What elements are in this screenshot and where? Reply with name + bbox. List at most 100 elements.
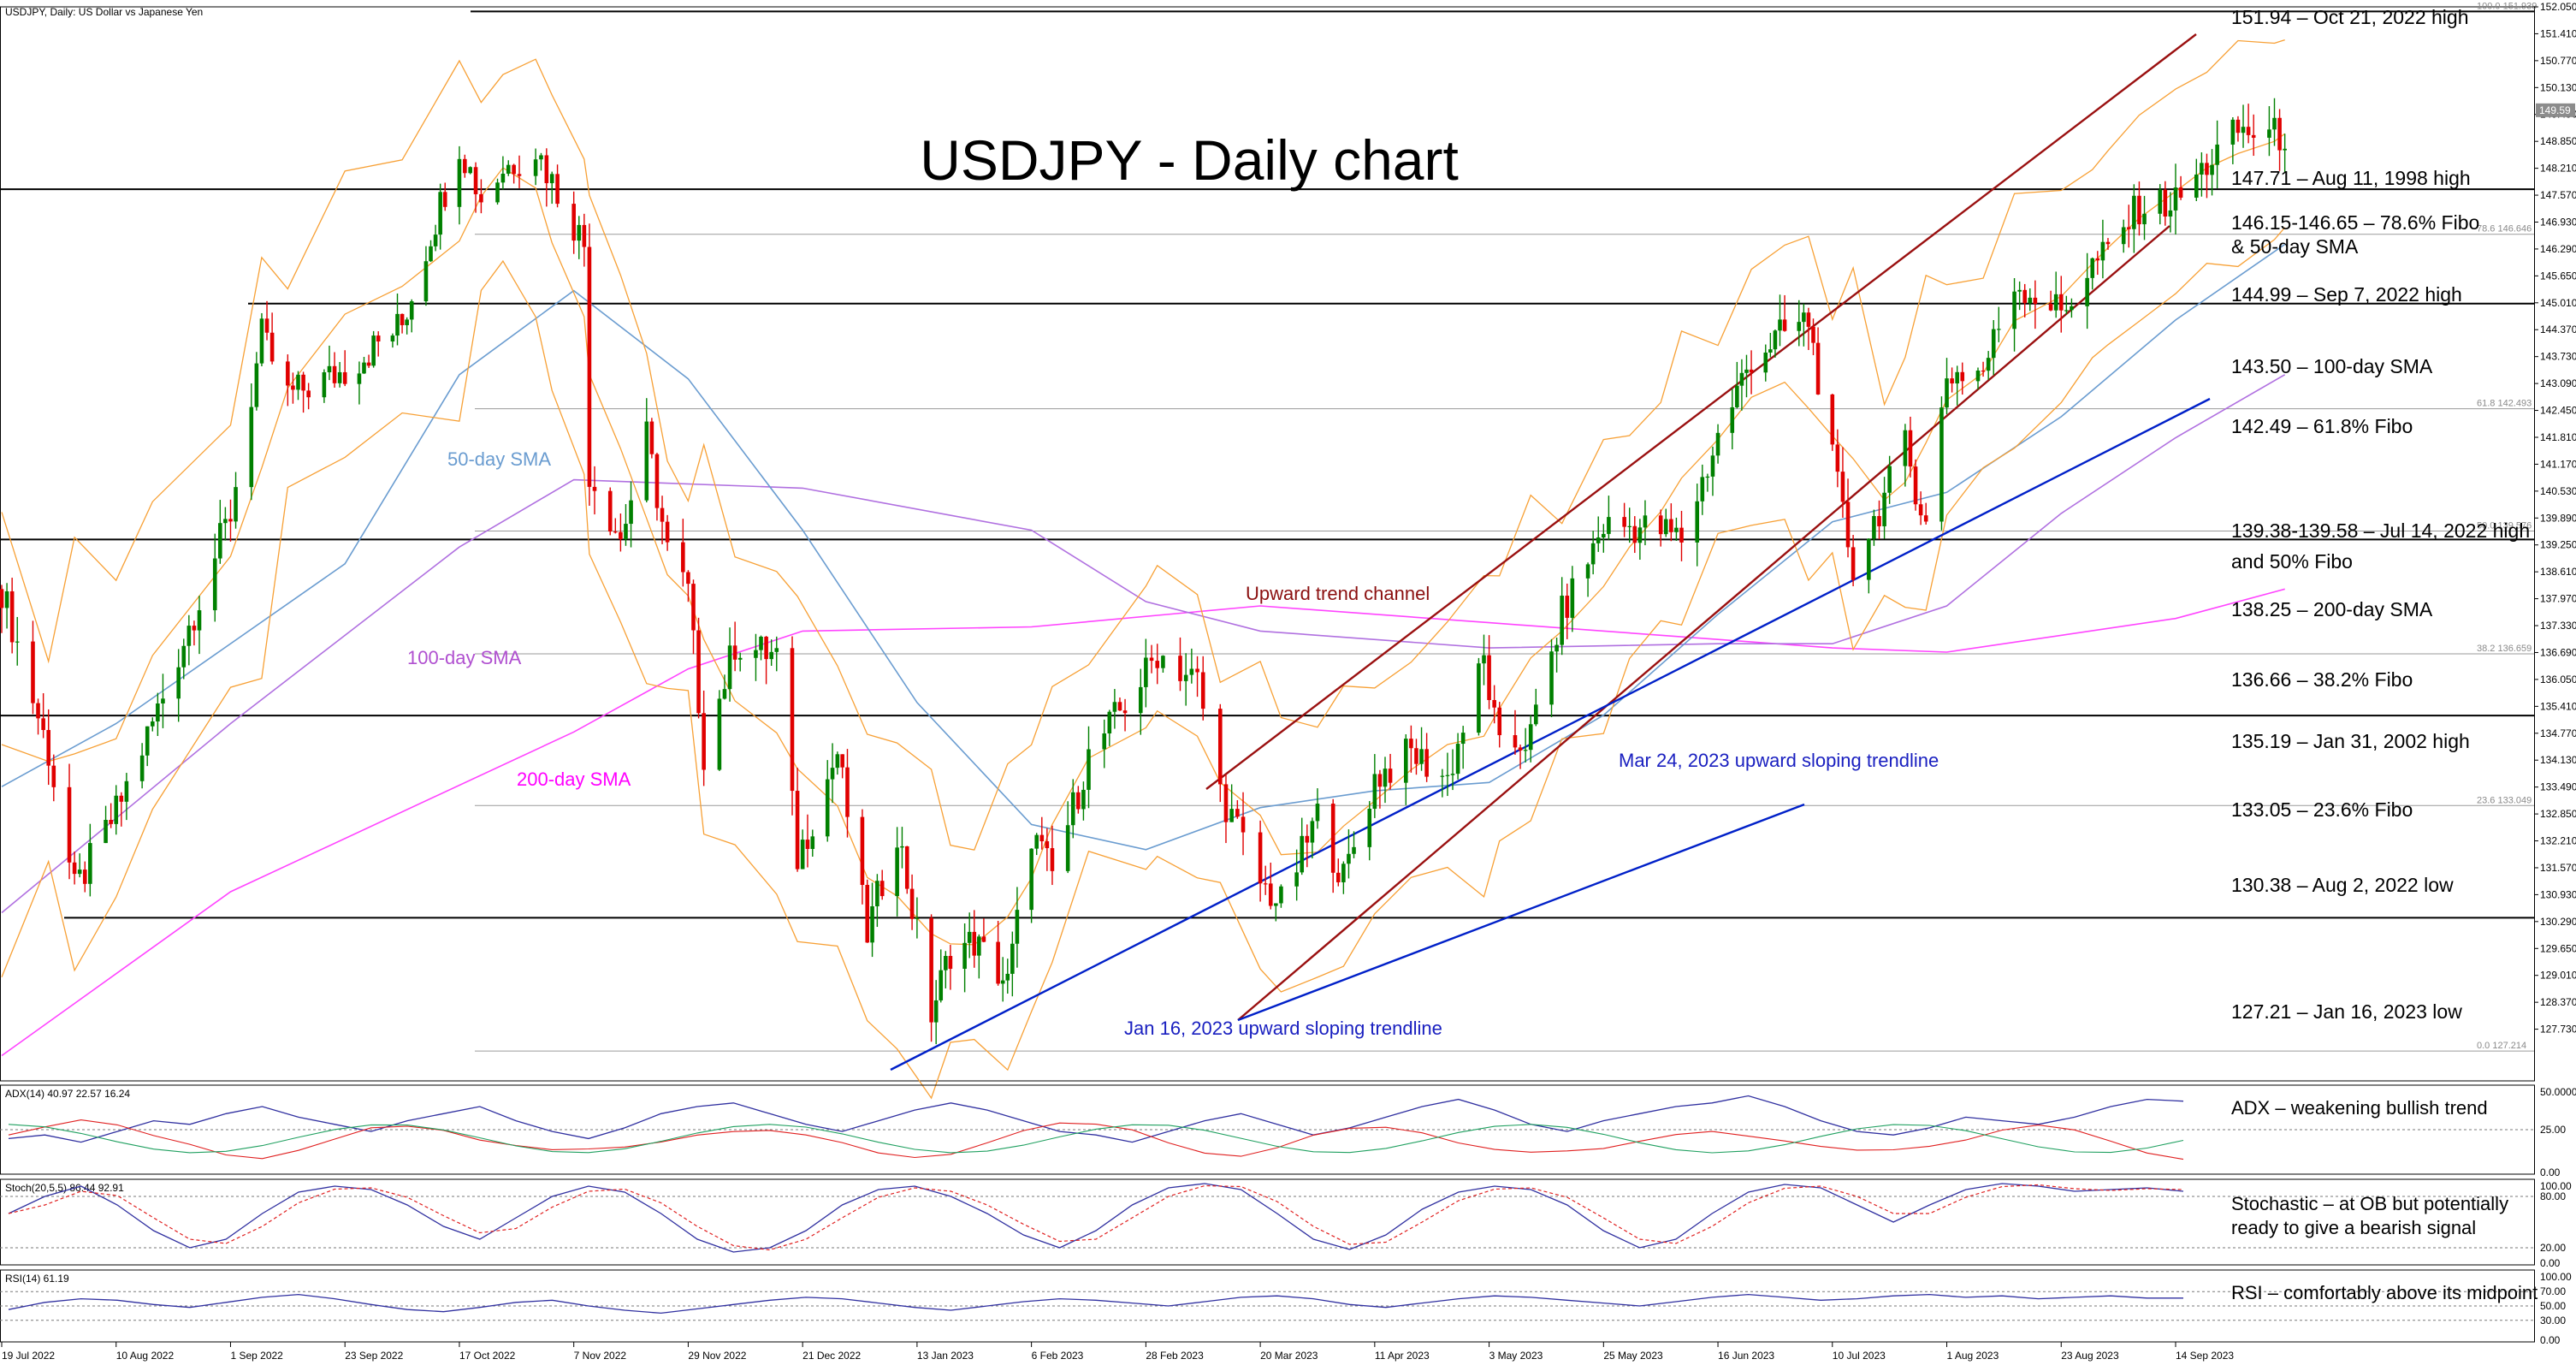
candle-body — [1749, 369, 1754, 373]
candle-body — [2163, 189, 2168, 217]
candle-body — [1730, 407, 1735, 433]
candle-body — [249, 407, 254, 488]
fibo-level-label: 78.6 146.646 — [2477, 224, 2532, 234]
candle-body — [362, 362, 366, 374]
candle-body — [2158, 189, 2163, 214]
candle-body — [754, 650, 758, 658]
price-tick-label: 145.010 — [2540, 297, 2576, 309]
candle-body — [1867, 538, 1871, 580]
candle-body — [696, 630, 701, 714]
candle-body — [619, 531, 623, 540]
bollinger-lower — [1, 227, 2286, 1100]
candle-body — [1658, 515, 1663, 535]
candle-body — [2022, 289, 2028, 304]
candle-body — [1241, 816, 1246, 833]
candle-body — [2064, 310, 2069, 312]
price-tick-label: 136.690 — [2540, 646, 2576, 658]
candle-body — [810, 836, 815, 849]
candle-body — [1986, 358, 1991, 371]
candle-body — [1802, 312, 1806, 323]
candle-body — [156, 703, 160, 722]
price-tick-label: 137.970 — [2540, 593, 2576, 605]
candle-body — [2194, 174, 2199, 198]
rsi-panel-main-line — [8, 1293, 2183, 1315]
candle-body — [145, 726, 150, 756]
candle-body — [301, 374, 305, 391]
candle-body — [909, 888, 915, 919]
candle-body — [1223, 784, 1229, 822]
price-tick-label: 142.450 — [2540, 405, 2576, 417]
candle-body — [996, 941, 1000, 984]
candle-body — [582, 224, 587, 247]
candle-body — [981, 936, 986, 942]
candle-body — [1845, 502, 1851, 548]
date-tick-label: 3 May 2023 — [1489, 1350, 1543, 1362]
candle-body — [1739, 372, 1744, 386]
candle-body — [1268, 883, 1273, 906]
sma200-line — [1, 588, 2285, 1057]
trendline-jan16 — [890, 397, 2211, 1071]
candle-body — [732, 645, 737, 660]
candle-body — [1602, 533, 1606, 538]
date-tick-label: 28 Feb 2023 — [1146, 1350, 1204, 1362]
level-annotation: 144.99 – Sep 7, 2022 high — [2231, 283, 2462, 306]
candle-body — [357, 373, 362, 384]
candle-body — [948, 956, 953, 970]
candle-body — [1149, 657, 1154, 662]
candle-body — [1450, 774, 1455, 775]
candle-body — [463, 158, 467, 174]
candle-body — [473, 167, 478, 194]
trend-channel-lower — [1237, 225, 2170, 1021]
candle-body — [51, 765, 56, 787]
candle-body — [0, 589, 4, 608]
candle-body — [327, 365, 332, 372]
candle-body — [442, 192, 447, 207]
candle-body — [1596, 537, 1601, 543]
candle-body — [2028, 297, 2033, 304]
trend-mar-label: Mar 24, 2023 upward sloping trendline — [1619, 750, 1939, 771]
candle-body — [607, 490, 613, 532]
candle-body — [2241, 127, 2246, 134]
candle-body — [234, 487, 238, 522]
sma50-label: 50-day SMA — [447, 448, 551, 470]
candle-body — [1560, 596, 1564, 645]
candle-body — [506, 164, 511, 174]
candle-body — [1806, 312, 1811, 327]
price-tick-label: 129.010 — [2540, 970, 2576, 982]
candle-body — [805, 840, 810, 849]
candle-body — [549, 174, 554, 184]
candle-body — [197, 610, 202, 631]
candle-body — [1782, 319, 1787, 331]
candle-body — [1076, 792, 1081, 810]
candle-body — [825, 779, 830, 837]
candle-body — [2132, 195, 2136, 229]
candle-body — [1015, 910, 1020, 944]
date-tick-label: 19 Jul 2022 — [2, 1350, 55, 1362]
candle-body — [759, 636, 763, 650]
candle-body — [264, 318, 269, 333]
rsi-panel-title: RSI(14) 61.19 — [5, 1273, 69, 1285]
candle-body — [1372, 774, 1377, 810]
price-tick-label: 152.050 — [2540, 1, 2576, 13]
candle-body — [764, 636, 768, 660]
candle-body — [119, 795, 124, 802]
candle-body — [1585, 564, 1590, 579]
candle-body — [1643, 515, 1648, 528]
candle-body — [1710, 455, 1715, 477]
candle-body — [1377, 774, 1383, 787]
candle-body — [1528, 724, 1533, 751]
candle-body — [2168, 210, 2173, 217]
candle-body — [587, 246, 592, 487]
stoch-panel-tick: 100.00 — [2540, 1180, 2572, 1192]
candle-body — [1735, 385, 1739, 407]
candle-body — [870, 906, 874, 943]
bollinger-upper — [1, 39, 2285, 851]
fibo-level-label: 0.0 127.214 — [2477, 1041, 2526, 1051]
candle-body — [2048, 304, 2053, 311]
fibo-level-label: 23.6 133.049 — [2477, 795, 2532, 805]
candle-body — [624, 524, 628, 540]
candle-body — [865, 884, 870, 943]
price-tick-label: 132.850 — [2540, 808, 2576, 820]
candle-body — [2090, 258, 2095, 278]
level-annotation: 133.05 – 23.6% Fibo — [2231, 798, 2413, 821]
